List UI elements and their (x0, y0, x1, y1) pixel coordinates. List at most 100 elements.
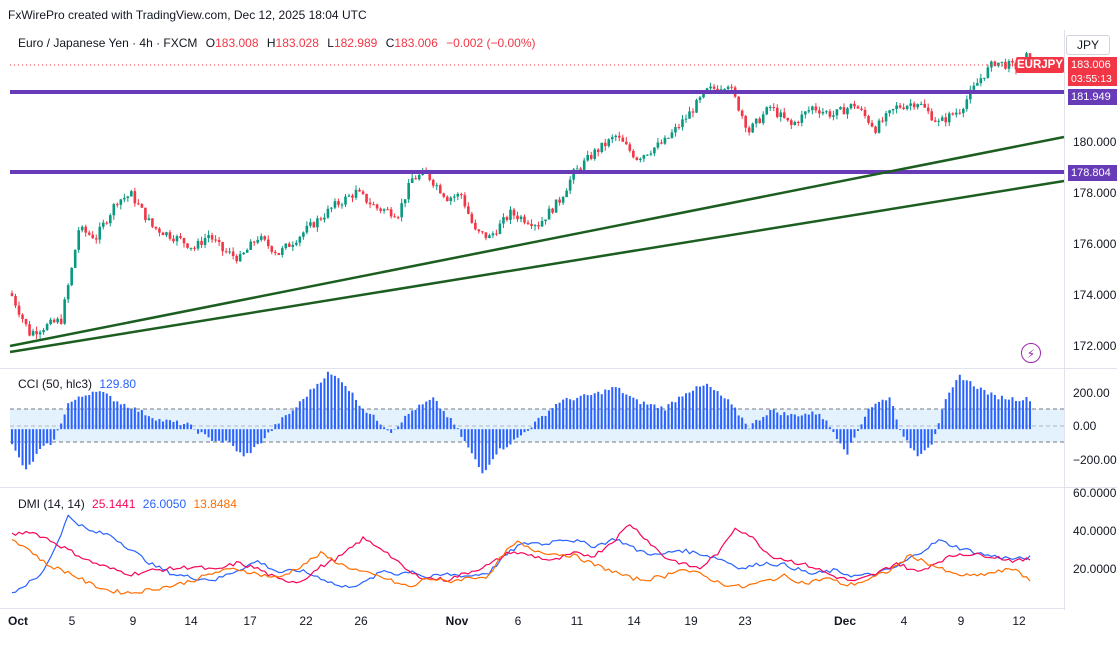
candle-body (130, 191, 133, 197)
candle-body (445, 196, 449, 202)
cci-bar (432, 397, 435, 430)
trendline-upper[interactable] (9, 135, 1065, 348)
cci-bar (927, 429, 930, 448)
candle-body (969, 89, 972, 100)
candle-body (393, 216, 396, 218)
trendline-lower[interactable] (9, 179, 1065, 354)
candle-body (361, 191, 365, 194)
symbol-legend[interactable]: Euro / Japanese Yen · 4h · FXCM O183.008… (18, 36, 536, 50)
cci-bar (253, 429, 256, 448)
candle-body (649, 153, 653, 155)
candle-body (137, 203, 140, 205)
candle-body (544, 219, 547, 222)
candle-body (442, 193, 446, 197)
candle-body (245, 249, 249, 253)
candle-body (333, 201, 337, 208)
cci-legend[interactable]: CCI (50, hlc3) 129.80 (18, 377, 136, 391)
candle-body (316, 218, 319, 228)
symbol-name[interactable]: Euro / Japanese Yen · 4h · FXCM (18, 36, 198, 50)
candle-body (386, 209, 389, 211)
candle-body (726, 86, 730, 90)
candle-body (582, 160, 586, 170)
candle-body (512, 209, 516, 216)
candle-body (533, 225, 537, 227)
cci-bar (1018, 401, 1021, 430)
candle-body (691, 111, 695, 113)
close-value: 183.006 (394, 36, 438, 50)
cci-bar (1021, 400, 1024, 430)
lightning-icon[interactable]: ⚡ (1021, 343, 1041, 363)
candle-body (372, 204, 375, 206)
candle-body (681, 119, 684, 128)
price-label: 178.000 (1073, 186, 1117, 200)
candle-body (509, 209, 512, 220)
candle-body (972, 85, 976, 90)
cci-bar (197, 429, 200, 434)
last-price-label: 183.006 (1068, 57, 1117, 73)
cci-bar (955, 380, 958, 430)
candle-body (874, 126, 877, 133)
cci-bar (793, 414, 796, 430)
candle-body (101, 222, 105, 227)
candle-body (568, 179, 572, 191)
cci-bar (930, 429, 933, 445)
candle-body (990, 61, 993, 68)
cci-bar (211, 429, 214, 441)
cci-bar (347, 391, 350, 430)
time-label: 9 (958, 614, 965, 628)
candle-body (811, 106, 814, 111)
candle-body (330, 207, 333, 209)
candle-body (491, 233, 495, 236)
cci-bar (25, 429, 28, 470)
candle-body (17, 305, 21, 315)
cci-bar (920, 429, 923, 454)
cci-bar (512, 429, 515, 440)
candle-body (449, 197, 453, 202)
candle-body (284, 243, 288, 249)
candle-body (1011, 60, 1014, 63)
time-label: 9 (130, 614, 137, 628)
dmi-legend[interactable]: DMI (14, 14) 25.1441 26.0050 13.8484 (18, 497, 237, 511)
candle-body (84, 226, 88, 233)
candle-body (172, 238, 175, 242)
cci-bar (140, 410, 143, 430)
candle-body (49, 319, 52, 325)
cci-bar (937, 423, 940, 430)
cci-bar (853, 429, 856, 438)
cci-bar (860, 424, 863, 430)
candle-body (639, 158, 642, 161)
candle-body (105, 222, 109, 224)
cci-bar (558, 402, 561, 430)
cci-bar (555, 403, 558, 430)
cci-bar (972, 386, 975, 430)
cci-bar (88, 395, 91, 430)
cci-bar (151, 418, 154, 430)
candle-body (460, 193, 463, 196)
cci-bar (81, 396, 84, 430)
cci-bar (77, 396, 80, 430)
candle-body (839, 107, 842, 110)
cci-bar (365, 412, 368, 430)
candle-body (200, 240, 203, 245)
cci-bar (797, 416, 800, 430)
candle-body (976, 83, 979, 86)
cci-bar (295, 407, 298, 430)
cci-bar (183, 424, 186, 430)
candle-body (940, 117, 944, 121)
candle-body (677, 127, 681, 129)
cci-bar (49, 429, 52, 446)
currency-button[interactable]: JPY (1066, 35, 1110, 55)
time-label: 26 (354, 614, 368, 628)
cci-bar (319, 382, 322, 430)
candle-body (337, 201, 340, 205)
candle-body (856, 106, 860, 109)
price-label: 172.000 (1073, 339, 1117, 353)
cci-bar (326, 371, 329, 430)
candle-body (761, 114, 765, 124)
candle-body (70, 267, 73, 286)
candle-body (923, 103, 926, 108)
candle-body (238, 254, 242, 262)
candle-body (993, 61, 997, 66)
cci-bar (397, 426, 400, 430)
